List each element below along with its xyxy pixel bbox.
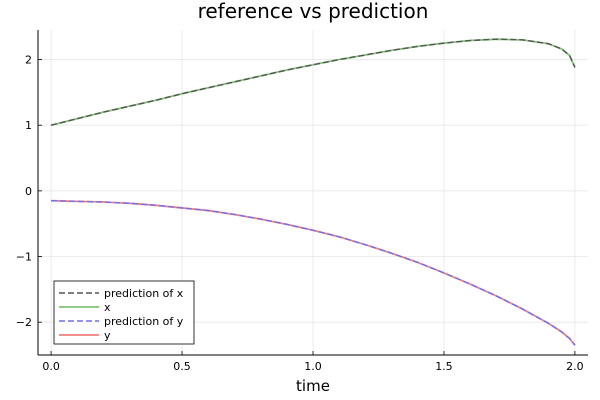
x-axis-label: time xyxy=(296,377,330,395)
series-line-prediction-of-y xyxy=(51,200,576,346)
legend-label: prediction of y xyxy=(104,315,184,328)
axes xyxy=(37,30,588,356)
legend-label: x xyxy=(104,301,111,314)
y-tick-label: −2 xyxy=(16,316,32,329)
x-tick-label: 1.0 xyxy=(304,360,322,373)
series xyxy=(50,38,576,346)
x-tick-label: 1.5 xyxy=(435,360,453,373)
legend-label: prediction of x xyxy=(104,287,184,300)
legend-box xyxy=(53,280,195,345)
grid xyxy=(38,30,588,355)
x-tick-label: 0.5 xyxy=(173,360,191,373)
y-tick-label: 2 xyxy=(25,54,32,67)
series-line-prediction-of-x xyxy=(50,38,576,126)
legend-label: y xyxy=(104,329,111,342)
x-tick-label: 0.0 xyxy=(42,360,60,373)
x-tick-label: 2.0 xyxy=(566,360,584,373)
y-tick-label: −1 xyxy=(16,251,32,264)
y-tick-label: 1 xyxy=(25,119,32,132)
y-tick-label: 0 xyxy=(25,185,32,198)
tick-labels: 0.0 0.5 1.0 1.5 2.0 −2 −1 0 1 2 xyxy=(16,54,584,373)
chart-title: reference vs prediction xyxy=(198,0,429,23)
